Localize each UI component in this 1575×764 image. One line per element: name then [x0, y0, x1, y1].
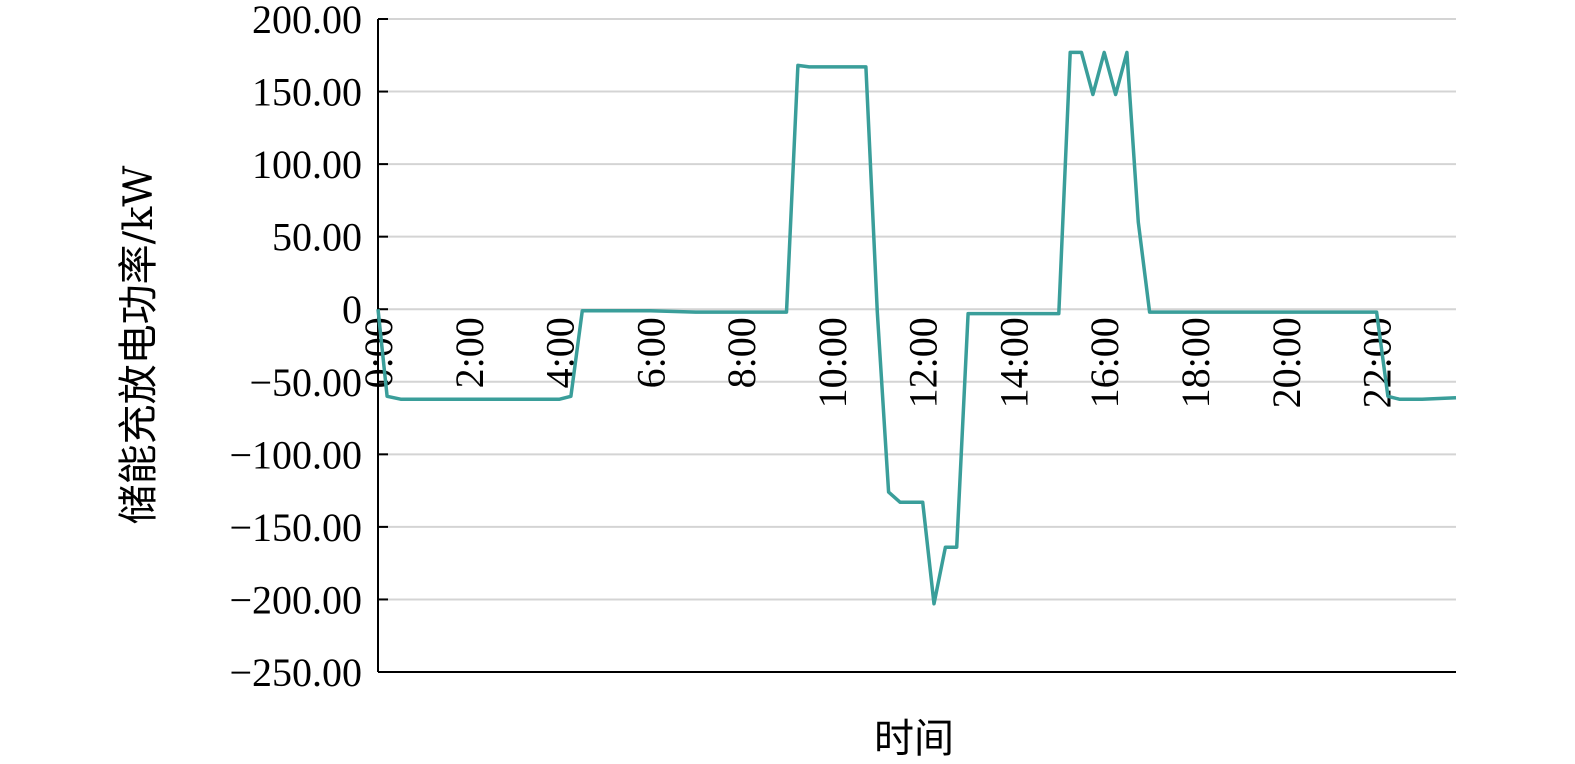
series-line — [376, 50, 1457, 606]
x-tick-label: 16:00 — [1082, 317, 1127, 408]
y-tick-labels: 200.00 150.00 100.00 50.00 0 −50.00 −100.00 −15… — [229, 0, 388, 695]
x-axis-label: 时间 — [874, 716, 954, 762]
y-tick-label: −150.00 — [229, 505, 362, 550]
y-tick-label: 200.00 — [252, 0, 362, 42]
grid-lines — [378, 18, 1456, 601]
series — [376, 50, 1457, 606]
x-tick-label: 14:00 — [991, 317, 1036, 408]
x-tick-label: 20:00 — [1264, 317, 1309, 408]
y-tick-label: −250.00 — [229, 650, 362, 695]
x-tick-label: 6:00 — [628, 317, 673, 388]
y-tick-label: 100.00 — [252, 142, 362, 187]
y-tick-label: 50.00 — [272, 215, 362, 260]
y-tick-label: 0 — [342, 287, 362, 332]
x-tick-label: 18:00 — [1173, 317, 1218, 408]
x-tick-label: 8:00 — [719, 317, 764, 388]
x-tick-label: 22:00 — [1355, 317, 1400, 408]
x-tick-label: 10:00 — [810, 317, 855, 408]
y-tick-label: −50.00 — [249, 360, 362, 405]
y-tick-label: −100.00 — [229, 432, 362, 477]
y-tick-label: 150.00 — [252, 70, 362, 115]
x-tick-labels: 0:00 2:00 4:00 6:00 8:00 10:00 12:00 14:00 16:00… — [356, 317, 1400, 408]
x-tick-label: 12:00 — [901, 317, 946, 408]
x-tick-label: 2:00 — [447, 317, 492, 388]
y-tick-label: −200.00 — [229, 577, 362, 622]
axes — [377, 19, 1456, 673]
y-axis-label: 储能充放电功率/kW — [116, 166, 162, 525]
